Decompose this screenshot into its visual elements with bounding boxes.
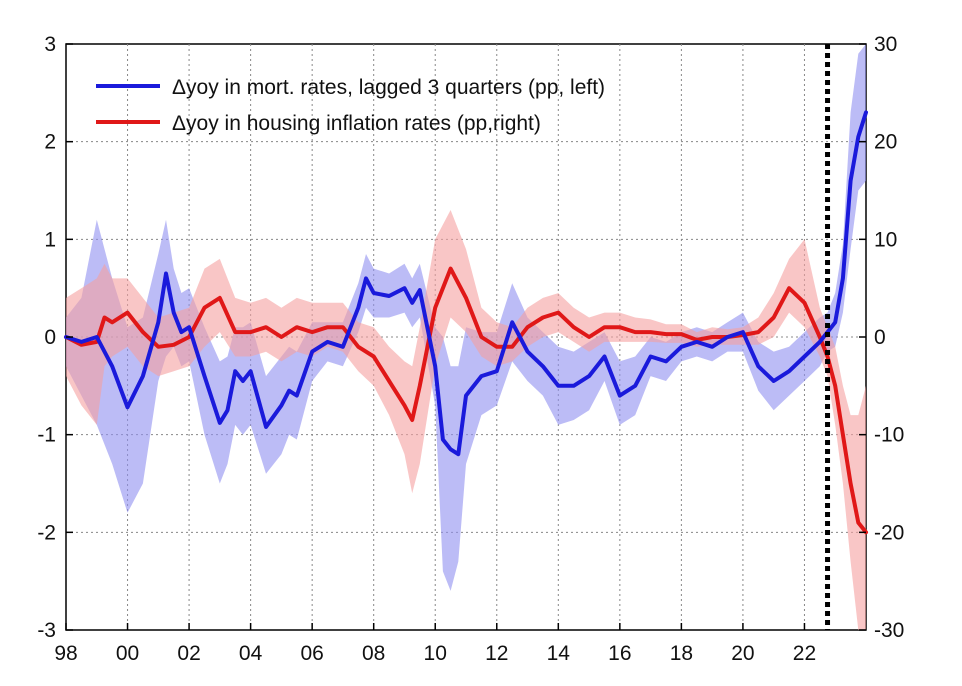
legend-label-housing-inflation: Δyoy in housing inflation rates (pp,righ…	[172, 112, 541, 135]
x-tick-label: 22	[793, 642, 816, 665]
x-tick-label: 20	[731, 642, 754, 665]
right-tick-label: 0	[874, 326, 886, 349]
confidence-bands	[66, 44, 866, 630]
right-tick-label: 30	[874, 33, 897, 56]
x-tick-label: 14	[547, 642, 571, 665]
x-tick-label: 18	[670, 642, 693, 665]
left-tick-label: 3	[44, 33, 56, 56]
left-tick-label: -2	[37, 521, 56, 544]
right-tick-label: -20	[874, 521, 904, 544]
right-tick-label: -30	[874, 619, 904, 642]
x-tick-label: 98	[54, 642, 77, 665]
legend-label-mortgage-rates: Δyoy in mort. rates, lagged 3 quarters (…	[172, 76, 605, 99]
left-tick-label: 2	[44, 131, 56, 154]
x-tick-label: 02	[177, 642, 200, 665]
series-line-1	[64, 266, 868, 535]
legend: Δyoy in mort. rates, lagged 3 quarters (…	[96, 76, 605, 135]
right-tick-label: 20	[874, 131, 897, 154]
series-lines	[64, 110, 868, 535]
x-tick-label: 16	[608, 642, 631, 665]
x-tick-label: 08	[362, 642, 385, 665]
x-tick-label: 10	[424, 642, 447, 665]
confidence-band-1	[66, 210, 866, 630]
series-line-0	[64, 110, 868, 457]
x-tick-label: 04	[239, 642, 263, 665]
x-tick-label: 12	[485, 642, 508, 665]
x-tick-label: 00	[116, 642, 139, 665]
x-tick-label: 06	[300, 642, 323, 665]
left-tick-label: -1	[37, 424, 56, 447]
left-tick-label: 0	[44, 326, 56, 349]
left-tick-label: 1	[44, 228, 56, 251]
confidence-band-0	[66, 44, 866, 591]
right-tick-label: -10	[874, 424, 904, 447]
left-tick-label: -3	[37, 619, 56, 642]
right-tick-label: 10	[874, 228, 897, 251]
